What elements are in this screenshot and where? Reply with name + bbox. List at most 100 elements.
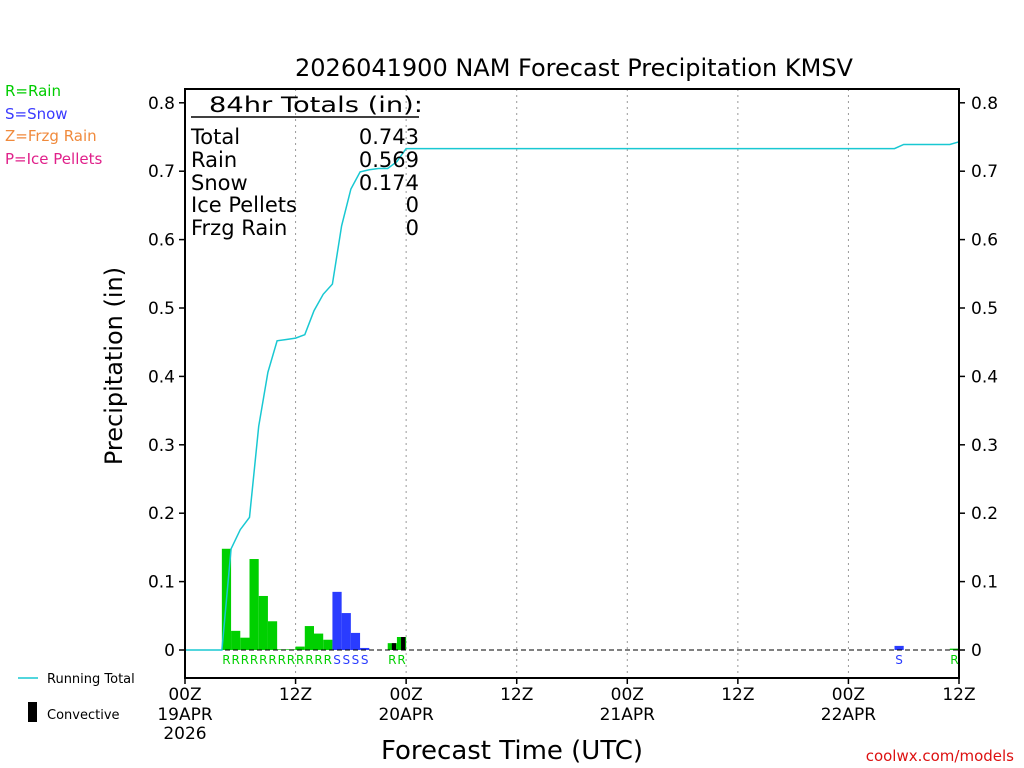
y-tick-label-right: 0.1 <box>971 573 998 593</box>
y-tick-label-left: 0.7 <box>148 162 175 182</box>
precip-bar <box>332 591 342 650</box>
y-tick-label-left: 0.5 <box>148 299 175 319</box>
y-tick-label-left: 0 <box>164 641 175 661</box>
totals-value-ice-pellets: 0 <box>406 193 419 217</box>
totals-label-total: Total <box>190 125 240 149</box>
precip-type-letter: R <box>950 653 958 667</box>
precip-bar <box>304 626 314 650</box>
x-tick-label: 12Z <box>500 685 533 705</box>
precip-bar <box>258 595 268 650</box>
y-tick-label-right: 0.7 <box>971 162 998 182</box>
ptype-legend: R=Rain S=Snow Z=Frzg Rain P=Ice Pellets <box>5 82 102 168</box>
x-tick-label: 12Z <box>279 685 312 705</box>
x-tick-label: 00Z <box>168 685 201 705</box>
y-tick-label-right: 0.2 <box>971 504 998 524</box>
x-tick-label: 00Z <box>611 685 644 705</box>
x-tick-date: 21APR <box>600 705 656 725</box>
precip-type-letter: R <box>397 653 405 667</box>
x-tick-date: 19APR <box>157 705 213 725</box>
credit-text: coolwx.com/models <box>866 747 1014 765</box>
y-tick-label-right: 0.8 <box>971 94 998 114</box>
y-tick-label-right: 0.4 <box>971 367 998 387</box>
precip-type-letter: R <box>232 653 240 667</box>
series-legend: Running Total Convective <box>18 672 135 723</box>
precip-bar <box>350 632 361 650</box>
y-tick-label-left: 0.4 <box>148 367 175 387</box>
y-tick-label-right: 0 <box>971 641 982 661</box>
totals-label-snow: Snow <box>191 171 248 195</box>
totals-value-frzg-rain: 0 <box>406 216 419 240</box>
precip-type-letter: S <box>342 653 350 667</box>
totals-label-ice-pellets: Ice Pellets <box>191 193 297 217</box>
y-tick-label-left: 0.8 <box>148 94 175 114</box>
precip-type-letter: S <box>352 653 360 667</box>
y-axis-label: Precipitation (in) <box>100 267 128 465</box>
gridlines <box>295 89 849 678</box>
chart-title: 2026041900 NAM Forecast Precipitation KM… <box>295 54 854 82</box>
precip-bar <box>267 621 278 650</box>
convective-bar <box>391 643 397 650</box>
legend-convective-swatch <box>28 702 37 722</box>
precip-bar <box>231 630 241 650</box>
convective-bar <box>401 637 406 650</box>
x-tick-label: 00Z <box>832 685 865 705</box>
legend-running-total-label: Running Total <box>47 672 135 687</box>
y-tick-label-left: 0.2 <box>148 504 175 524</box>
precip-type-letter: R <box>250 653 258 667</box>
plot-frame <box>184 88 960 679</box>
precip-type-letter: R <box>296 653 304 667</box>
x-tick-label: 12Z <box>942 685 975 705</box>
precip-type-letter: R <box>305 653 313 667</box>
x-tick-date: 20APR <box>378 705 434 725</box>
precip-bar <box>295 646 305 650</box>
precip-type-letter: R <box>278 653 286 667</box>
totals-value-total: 0.743 <box>359 125 419 149</box>
y-tick-label-left: 0.3 <box>148 436 175 456</box>
x-tick-date: 22APR <box>821 705 877 725</box>
totals-heading: 84hr Totals (in): <box>209 93 423 117</box>
totals-box: 84hr Totals (in): Total 0.743 Rain 0.569… <box>190 93 423 240</box>
precip-bar <box>323 639 333 650</box>
precip-type-letter: R <box>241 653 249 667</box>
precip-type-letter: R <box>259 653 267 667</box>
precip-bar <box>314 633 324 650</box>
precip-bar <box>949 648 959 650</box>
precip-bar <box>240 637 250 650</box>
precip-type-letter: R <box>268 653 276 667</box>
x-axis-label: Forecast Time (UTC) <box>381 736 643 766</box>
precip-type-letter: R <box>287 653 295 667</box>
precip-type-letter: S <box>333 653 341 667</box>
precip-type-letter: R <box>222 653 230 667</box>
running-total-line <box>185 141 960 651</box>
y-tick-label-left: 0.1 <box>148 573 175 593</box>
y-tick-label-right: 0.3 <box>971 436 998 456</box>
precip-bar <box>360 647 370 650</box>
precip-bar <box>894 645 904 650</box>
running-total-series <box>185 141 960 651</box>
legend-rain: R=Rain <box>5 82 61 100</box>
precip-type-letter: S <box>895 653 903 667</box>
legend-ice-pellets: P=Ice Pellets <box>5 150 102 168</box>
x-tick-label: 12Z <box>721 685 754 705</box>
precip-type-letter: R <box>324 653 332 667</box>
x-tick-year: 2026 <box>163 724 206 744</box>
y-tick-label-right: 0.6 <box>971 231 998 251</box>
totals-value-snow: 0.174 <box>359 171 419 195</box>
totals-label-rain: Rain <box>191 148 237 172</box>
precip-bar <box>341 613 351 650</box>
totals-value-rain: 0.569 <box>359 148 419 172</box>
legend-frzg-rain: Z=Frzg Rain <box>5 127 97 145</box>
totals-label-frzg-rain: Frzg Rain <box>191 216 287 240</box>
y-axis-ticks: 0 00.1 0.10.2 0.20.3 0.30.4 0.40.5 0.50.6 0.60.… <box>148 94 998 661</box>
y-tick-label-right: 0.5 <box>971 299 998 319</box>
precip-type-letter: R <box>388 653 396 667</box>
precip-type-letter: S <box>361 653 369 667</box>
y-tick-label-left: 0.6 <box>148 231 175 251</box>
legend-snow: S=Snow <box>5 105 68 123</box>
legend-convective-label: Convective <box>47 708 120 723</box>
precip-bar <box>249 559 259 650</box>
x-tick-label: 00Z <box>390 685 423 705</box>
